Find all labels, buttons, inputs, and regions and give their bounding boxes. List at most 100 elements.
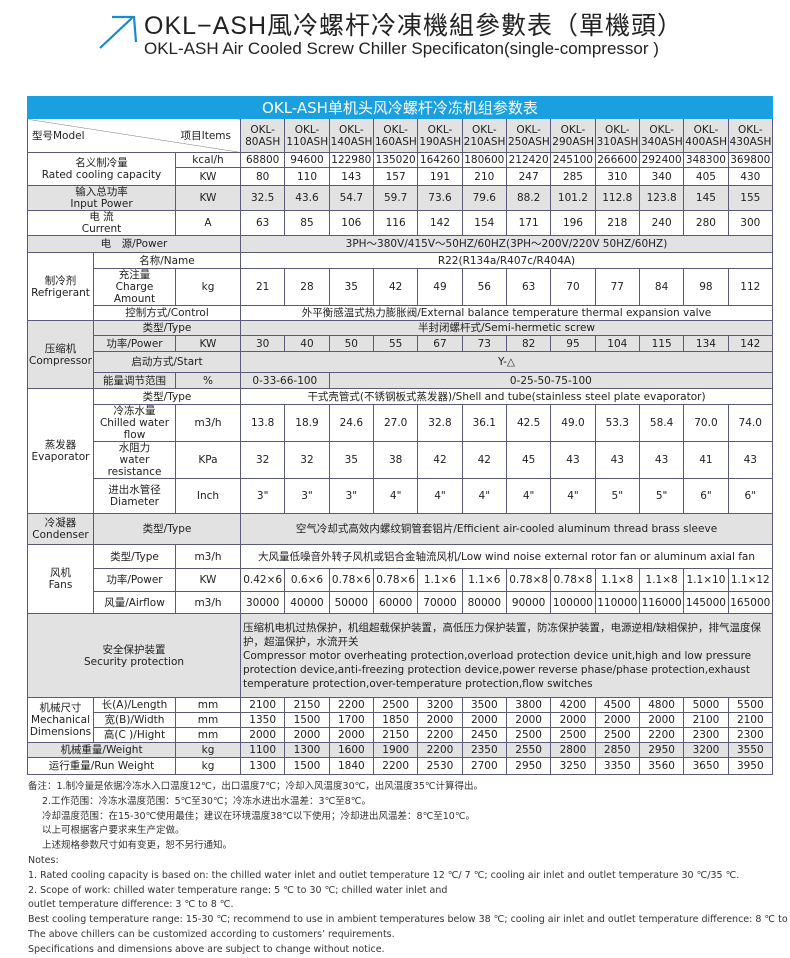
table-cell: 机械重量/Weight xyxy=(27,742,176,758)
cell-text: 3950 xyxy=(736,760,764,772)
value-cell: 3200 xyxy=(417,697,463,713)
value-cell: 59.7 xyxy=(372,185,419,211)
cell-text: 大风量低噪音外转子风机或铝合金轴流风机/Low wind noise exter… xyxy=(258,550,755,563)
cell-text: 42.5 xyxy=(516,417,541,429)
cell-text: 6" xyxy=(744,490,757,502)
cell-text: 宽(B)/Width xyxy=(104,714,165,726)
model-header: OKL-80ASH xyxy=(239,118,286,153)
cell-text: 430 xyxy=(740,170,761,183)
value-cell: 196 xyxy=(550,210,596,236)
page-title: OKL−ASH風冷螺杆冷凍機組參數表（單機頭） xyxy=(144,12,684,40)
cell-text: 35 xyxy=(344,281,358,293)
table-cell: 蒸发器 Evaporator xyxy=(27,388,94,514)
cell-text: 控制方式/Control xyxy=(125,307,209,319)
cell-text: 1500 xyxy=(293,714,321,726)
cell-text: Compressor motor overheating protection,… xyxy=(243,649,752,690)
cell-text: 1.1×6 xyxy=(423,574,457,586)
table-cell: 安全保护装置 Security protection xyxy=(27,613,241,698)
cell-text: 2000 xyxy=(603,714,631,726)
cell-text: 外平衡感温式热力膨胀阀/External balance temperature… xyxy=(301,307,712,319)
cell-text: 116 xyxy=(385,217,406,229)
note-cn-line: 上述规格参数尺寸如有变更，恕不另行通知。 xyxy=(42,840,233,852)
value-cell: 2200 xyxy=(417,727,463,743)
table-cell: 类型/Type xyxy=(93,513,241,545)
cell-text: 164260 xyxy=(419,154,461,166)
value-cell: 27.0 xyxy=(372,404,419,442)
cell-text: 3800 xyxy=(515,699,542,711)
cell-text: 30000 xyxy=(245,596,280,609)
cell-text: 143 xyxy=(341,170,362,183)
value-cell: 1300 xyxy=(239,757,286,775)
cell-text: 280 xyxy=(695,217,716,229)
value-cell: 280 xyxy=(683,210,729,236)
note-en-line: 1. Rated cooling capacity is based on: t… xyxy=(28,869,740,881)
value-cell: 55 xyxy=(372,335,419,352)
cell-text: 60000 xyxy=(378,596,413,609)
table-cell: 电 源/Power xyxy=(27,235,241,253)
value-cell: 2200 xyxy=(328,697,374,713)
value-cell: 115 xyxy=(638,335,685,352)
cell-text: 1500 xyxy=(293,760,321,772)
cell-text: 18.9 xyxy=(295,417,319,429)
cell-text: Charge Amount xyxy=(113,281,156,305)
value-cell: 3" xyxy=(239,478,286,514)
value-cell: 63 xyxy=(239,210,286,236)
value-cell: 2150 xyxy=(372,727,419,743)
value-cell: 2500 xyxy=(505,727,552,743)
cell-text: 3200 xyxy=(692,744,720,756)
value-cell: 79.6 xyxy=(461,185,507,211)
cell-text: 2150 xyxy=(293,699,321,711)
value-cell: 2200 xyxy=(638,727,685,743)
table-row: 启动方式/Start Y-△ xyxy=(28,351,773,373)
cell-text: 157 xyxy=(385,170,406,183)
value-cell: 3550 xyxy=(727,742,774,758)
value-cell: 6" xyxy=(683,478,729,514)
table-cell: 宽(B)/Width xyxy=(93,712,176,728)
cell-text: 68800 xyxy=(245,154,280,166)
value-cell: 40 xyxy=(284,335,330,352)
cell-text: 63 xyxy=(521,281,536,293)
table-row: 安全保护装置 Security protection 压缩机电机过热保护，机组超载保… xyxy=(27,613,773,698)
value-cell: 164260 xyxy=(417,152,463,168)
cell-text: 106 xyxy=(341,217,362,229)
table-row: 电 源/Power 3PH～380V/415V～50HZ/60HZ(3PH～200… xyxy=(27,235,773,253)
value-cell: 60000 xyxy=(372,591,419,614)
table-cell: 进出水管径 Diameter xyxy=(93,478,176,514)
value-cell: 1100 xyxy=(239,742,286,758)
value-cell: 41 xyxy=(683,441,729,479)
value-cell: 90000 xyxy=(505,591,552,614)
value-cell: 30000 xyxy=(239,591,286,614)
model-header: OKL-210ASH xyxy=(461,118,507,153)
cell-text: Rated cooling capacity xyxy=(41,169,162,181)
value-cell: 42.5 xyxy=(505,404,552,442)
value-cell: 112.8 xyxy=(594,185,640,211)
cell-text: 输入总功率 xyxy=(75,186,128,199)
value-cell: 135020 xyxy=(372,152,419,168)
table-cell: 名称/Name xyxy=(93,252,241,269)
cell-text: 154 xyxy=(474,217,495,229)
cell-text: 1.1×6 xyxy=(468,574,501,586)
value-cell: 58.4 xyxy=(638,404,685,442)
cell-text: 充注量 xyxy=(118,269,151,282)
value-cell: 70000 xyxy=(417,591,463,614)
cell-text: 84 xyxy=(654,281,669,293)
value-cell: 85 xyxy=(284,210,330,236)
value-cell: 104 xyxy=(594,335,640,352)
cell-text: 30 xyxy=(255,337,270,350)
table-cell: 类型/Type xyxy=(93,544,176,569)
table-cell: 外平衡感温式热力膨胀阀/External balance temperature… xyxy=(240,305,773,321)
cell-text: 42 xyxy=(388,281,403,293)
cell-text: mm xyxy=(197,714,219,726)
value-cell: 2200 xyxy=(417,742,463,758)
cell-text: Current xyxy=(81,223,122,235)
value-cell: 2850 xyxy=(594,742,640,758)
value-cell: 155 xyxy=(727,185,774,211)
value-cell: 50000 xyxy=(328,591,374,614)
cell-text: 0.78×8 xyxy=(509,574,549,586)
value-cell: 210 xyxy=(461,167,507,186)
value-cell: 32.8 xyxy=(417,404,463,442)
cell-text: 90000 xyxy=(511,596,546,609)
table-cell: 制冷剂 Refrigerant xyxy=(27,252,94,321)
table-row: 蒸发器 Evaporator 类型/Type 干式壳管式(不锈钢板式蒸发器)/Shel… xyxy=(27,388,773,514)
value-cell: 1500 xyxy=(284,712,330,728)
